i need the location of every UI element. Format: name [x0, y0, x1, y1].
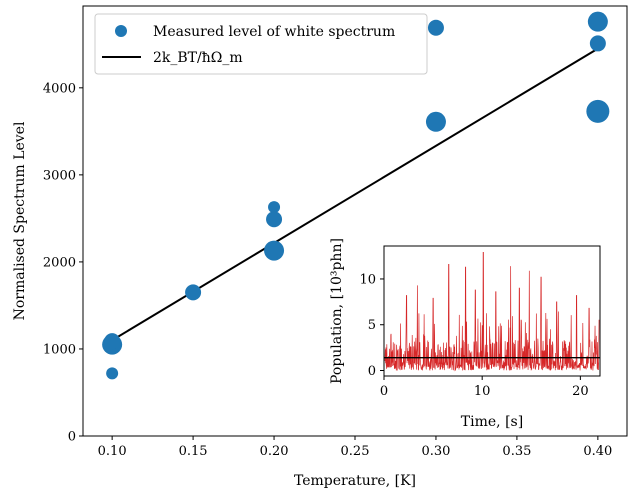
- main-ticks: 0.10 0.15 0.20 0.25 0.30 0.35 0.40010002000300…: [43, 81, 612, 459]
- y-axis-label: Normalised Spectrum Level: [12, 121, 28, 320]
- inset-y-axis-label: Population, [10³phn]: [329, 238, 345, 384]
- data-point: [104, 333, 121, 350]
- data-point: [185, 284, 202, 301]
- inset-frame: [383, 245, 601, 377]
- x-tick-label: 0.30: [421, 444, 450, 459]
- x-tick-label: 0.40: [583, 444, 612, 459]
- inset-ticks: 0 10 20 0 5 10: [359, 272, 588, 399]
- inset-x-tick-label: 20: [572, 384, 589, 399]
- data-point: [586, 99, 610, 123]
- x-tick-label: 0.25: [341, 444, 370, 459]
- inset-y-tick-label: 0: [368, 364, 376, 379]
- x-axis-label: Temperature, [K]: [294, 473, 416, 489]
- legend-box: [94, 13, 428, 75]
- main-plot-frame: [82, 5, 628, 437]
- y-tick-label: 3000: [43, 168, 76, 183]
- data-point: [425, 111, 446, 132]
- data-point: [427, 19, 444, 36]
- x-tick-label: 0.15: [179, 444, 208, 459]
- inset-x-tick-label: 0: [380, 384, 388, 399]
- x-tick-label: 0.10: [98, 444, 127, 459]
- y-tick-label: 1000: [43, 342, 76, 357]
- inset-x-tick-label: 10: [474, 384, 491, 399]
- y-tick-label: 0: [68, 430, 76, 445]
- inset-plot: 0 10 20 0 5 10 Time, [s] Population, [10³phn]: [329, 238, 601, 430]
- legend-scatter-marker: [115, 25, 127, 37]
- x-tick-label: 0.20: [260, 444, 289, 459]
- population-noise-line: [384, 252, 600, 372]
- inset-y-tick-label: 5: [368, 318, 376, 333]
- data-point: [266, 211, 283, 228]
- data-point: [587, 11, 608, 32]
- main-points: [102, 11, 610, 380]
- data-point: [589, 35, 606, 52]
- data-point: [264, 240, 285, 261]
- legend-line-label: 2k_BT/ħΩ_m: [153, 50, 243, 66]
- x-tick-label: 0.35: [502, 444, 531, 459]
- inset-x-axis-label: Time, [s]: [461, 414, 523, 430]
- data-point: [268, 201, 281, 214]
- data-point: [106, 367, 119, 380]
- y-tick-label: 2000: [43, 255, 76, 270]
- inset-y-tick-label: 10: [359, 272, 376, 287]
- y-tick-label: 4000: [43, 81, 76, 96]
- legend: Measured level of white spectrum 2k_BT/ħ…: [94, 13, 428, 75]
- legend-scatter-label: Measured level of white spectrum: [153, 24, 395, 40]
- inset-population-trace: [384, 252, 600, 372]
